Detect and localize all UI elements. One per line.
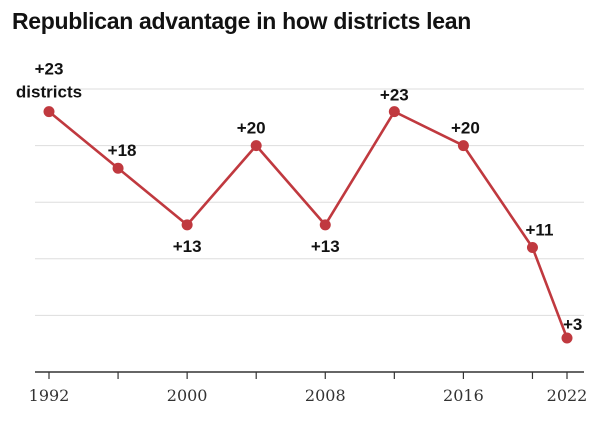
x-tick-label: 2008: [305, 386, 346, 405]
data-label: +3: [563, 315, 582, 334]
data-label: +11: [526, 220, 554, 239]
data-label: +20: [451, 119, 480, 138]
data-points: [43, 106, 573, 344]
data-point: [43, 106, 55, 118]
x-tick-label: 2000: [167, 386, 208, 405]
data-label: +20: [237, 119, 266, 138]
data-point: [561, 332, 573, 344]
data-point: [526, 241, 538, 253]
data-label: +23: [380, 86, 409, 105]
gridlines: [35, 88, 584, 316]
x-axis: 1992 2000 2008 2016 2022: [29, 371, 588, 405]
data-label: +13: [173, 237, 202, 256]
data-point: [319, 219, 331, 231]
x-tick-label: 2022: [547, 386, 588, 405]
chart-title: Republican advantage in how districts le…: [12, 8, 472, 34]
data-point: [181, 219, 193, 231]
data-labels: +23 +18 +13 +20 +13 +23 +20 +11 +3 districts: [16, 60, 582, 334]
data-label-unit: districts: [16, 83, 82, 102]
data-label: +23: [35, 60, 64, 79]
x-tick-label: 1992: [29, 386, 70, 405]
data-label: +13: [311, 237, 340, 256]
x-tick-label: 2016: [443, 386, 484, 405]
data-point: [388, 106, 400, 118]
data-point: [457, 140, 469, 152]
data-point: [112, 162, 124, 174]
data-point: [250, 140, 262, 152]
data-label: +18: [108, 141, 137, 160]
